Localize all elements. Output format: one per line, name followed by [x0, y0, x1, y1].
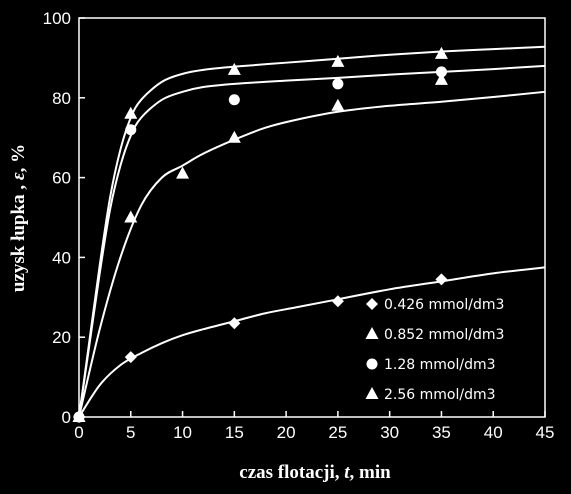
x-tick-label: 40 — [484, 423, 503, 442]
data-point-series-1 — [331, 295, 344, 308]
legend-marker-series-2 — [365, 327, 379, 339]
x-axis-title-part-2: , min — [350, 462, 392, 483]
y-tick-label: 40 — [52, 248, 71, 267]
legend: 0.426 mmol/dm3 0.852 mmol/dm3 1.28 mmol/dm… — [365, 297, 504, 403]
legend-marker-series-1 — [366, 298, 378, 310]
data-point-series-3 — [228, 94, 240, 106]
x-axis-title: czas flotacji, t, min — [239, 462, 391, 483]
y-tick-label: 80 — [52, 89, 71, 108]
data-point-series-3 — [125, 124, 137, 136]
data-point-series-2 — [227, 130, 241, 143]
plot-frame — [78, 17, 546, 418]
y-tick-label: 60 — [52, 169, 71, 188]
x-axis-title-part-1: czas flotacji, — [239, 462, 344, 483]
data-point-series-1 — [124, 351, 137, 364]
data-point-series-2 — [331, 98, 345, 111]
x-tick-label: 25 — [328, 423, 347, 442]
y-axis-title-part-1: uzysk łupka , — [8, 180, 29, 292]
data-point-series-3 — [435, 66, 447, 78]
data-point-series-4 — [331, 54, 345, 67]
x-tick-label: 10 — [173, 423, 192, 442]
legend-marker-series-3 — [366, 358, 378, 370]
data-point-series-1 — [435, 273, 448, 286]
x-tick-label: 0 — [74, 423, 83, 442]
data-point-series-4 — [227, 62, 241, 75]
x-axis-title-variable: t — [344, 462, 350, 483]
axes: 0 5 10 15 20 25 30 35 40 45 0 20 40 60 80 100 — [43, 9, 555, 442]
fit-curve-series-4 — [78, 45, 546, 418]
data-point-series-1 — [228, 317, 241, 330]
data-point-series-4 — [124, 106, 138, 119]
data-point-series-2 — [124, 210, 138, 223]
y-axis-title: uzysk łupka , ε, % — [8, 144, 29, 292]
y-axis-title-variable: ε — [8, 172, 29, 180]
legend-label-series-4: 2.56 mmol/dm3 — [384, 387, 496, 403]
data-point-series-3 — [332, 78, 344, 90]
x-tick-label: 45 — [536, 423, 555, 442]
x-tick-label: 5 — [126, 423, 135, 442]
data-point-series-2 — [434, 72, 448, 85]
data-point-series-2 — [176, 166, 190, 179]
x-tick-label: 20 — [277, 423, 296, 442]
legend-label-series-2: 0.852 mmol/dm3 — [384, 327, 504, 343]
x-tick-label: 30 — [380, 423, 399, 442]
y-tick-label: 0 — [62, 408, 71, 427]
y-axis-title-part-2: , % — [8, 144, 29, 173]
y-tick-label: 20 — [52, 328, 71, 347]
fit-curve-series-3 — [78, 64, 546, 418]
legend-label-series-3: 1.28 mmol/dm3 — [384, 357, 496, 373]
y-tick-label: 100 — [43, 9, 71, 28]
legend-marker-series-4 — [365, 387, 379, 399]
x-tick-label: 35 — [432, 423, 451, 442]
legend-label-series-1: 0.426 mmol/dm3 — [384, 297, 504, 313]
data-point-series-4 — [434, 46, 448, 59]
x-tick-label: 15 — [225, 423, 244, 442]
